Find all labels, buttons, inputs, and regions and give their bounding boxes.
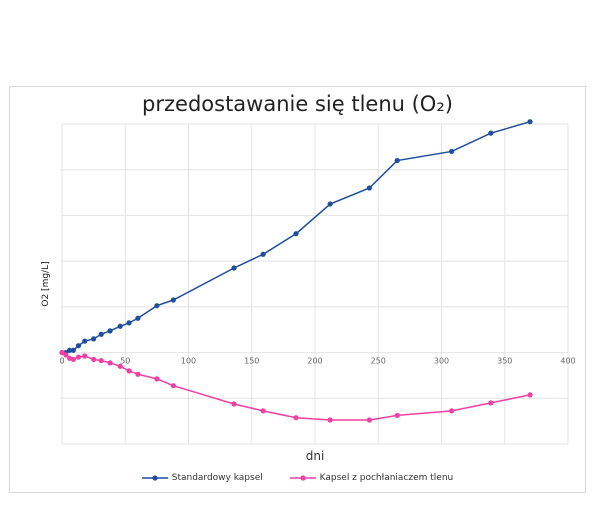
data-point	[170, 297, 176, 303]
y-axis-label: O2 [mg/L]	[41, 261, 51, 306]
x-tick-label: 300	[434, 357, 449, 366]
data-point	[449, 408, 455, 414]
data-point	[327, 201, 333, 207]
legend-label-standard: Standardowy kapsel	[171, 473, 263, 483]
x-tick-label: 0	[59, 357, 64, 366]
data-point	[527, 119, 533, 125]
data-point	[63, 352, 69, 358]
legend-swatch-absorber-icon	[289, 475, 316, 481]
data-point	[394, 412, 400, 419]
x-tick-label: 150	[244, 357, 259, 366]
legend: Standardowy kapsel Kapsel z pochłaniacze…	[0, 473, 595, 486]
data-point	[70, 356, 76, 363]
data-point	[117, 363, 123, 369]
series-line	[61, 351, 531, 421]
x-tick-label: 400	[560, 357, 575, 366]
x-tick-label: 250	[371, 357, 386, 366]
x-tick-label: 50	[120, 357, 130, 366]
data-point	[135, 315, 141, 321]
data-point	[231, 265, 237, 271]
data-point	[82, 338, 88, 344]
data-point	[293, 415, 299, 421]
data-point	[154, 303, 160, 309]
data-point	[488, 400, 494, 406]
data-point	[366, 185, 372, 191]
data-point	[75, 343, 82, 349]
x-axis-label: dni	[306, 449, 325, 463]
data-point	[488, 130, 494, 136]
data-point	[135, 371, 141, 377]
legend-swatch-standard-icon	[141, 475, 168, 481]
data-point	[293, 231, 299, 237]
data-point	[527, 392, 533, 398]
data-point	[98, 331, 104, 337]
data-point	[449, 148, 455, 155]
data-point	[59, 349, 65, 356]
data-point	[66, 347, 73, 353]
x-tick-label: 350	[497, 357, 512, 366]
data-point	[117, 323, 123, 329]
data-point	[98, 357, 104, 364]
data-point	[327, 417, 333, 423]
data-point	[394, 157, 400, 164]
data-point	[260, 408, 266, 414]
data-point	[366, 417, 372, 423]
data-point	[154, 376, 160, 382]
data-point	[91, 356, 97, 363]
data-point	[82, 353, 88, 359]
data-point	[107, 360, 113, 366]
data-point	[260, 251, 266, 257]
chart-frame	[9, 86, 586, 493]
legend-item-standard: Standardowy kapsel	[141, 473, 263, 483]
series-layer	[59, 119, 533, 423]
chart-title: przedostawanie się tlenu (O₂)	[142, 92, 453, 116]
legend-label-absorber: Kapsel z pochłaniaczem tlenu	[319, 473, 454, 483]
data-point	[170, 383, 176, 389]
data-point	[231, 401, 237, 407]
data-point	[126, 368, 132, 374]
data-point	[126, 320, 132, 326]
x-tick-label: 100	[181, 357, 196, 366]
data-point	[70, 347, 76, 353]
legend-item-absorber: Kapsel z pochłaniaczem tlenu	[289, 473, 454, 483]
data-point	[107, 328, 113, 334]
series-line	[62, 120, 531, 354]
tick-layer: 0 50 100 150 200 250 300 350 400	[59, 357, 575, 366]
x-tick-label: 200	[307, 357, 322, 366]
data-point	[91, 336, 97, 342]
grid-layer	[61, 123, 569, 445]
data-point	[75, 354, 82, 360]
